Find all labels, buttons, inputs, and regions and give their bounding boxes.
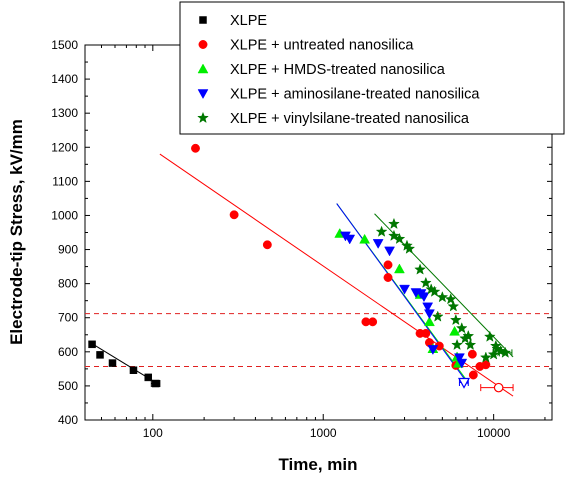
point-series-3-9 [424, 310, 434, 319]
x-tick-label-1000: 1000 [310, 426, 337, 440]
x-axis-title: Time, min [278, 455, 357, 474]
point-series-1-2 [263, 241, 271, 249]
point-series-1-0 [191, 144, 199, 152]
legend: XLPE XLPE + untreated nanosilica XLPE + HM… [180, 2, 564, 134]
open-point-series-1-0 [494, 383, 502, 391]
point-series-0-0 [89, 341, 96, 348]
point-series-4-10 [433, 311, 443, 321]
point-series-4-15 [452, 340, 462, 350]
point-series-4-11 [437, 292, 447, 302]
point-series-0-4 [145, 374, 152, 381]
y-tick-label-900: 900 [58, 243, 78, 257]
legend-label-1: XLPE + untreated nanosilica [230, 38, 414, 54]
point-series-4-6 [415, 264, 425, 274]
y-tick-label-1100: 1100 [52, 174, 78, 188]
y-tick-label-600: 600 [58, 345, 78, 359]
fit-lines [89, 154, 513, 396]
point-series-3-2 [373, 239, 383, 248]
point-series-1-6 [384, 273, 392, 281]
point-series-4-1 [389, 218, 399, 228]
point-series-0-1 [97, 351, 104, 358]
y-tick-label-800: 800 [58, 277, 78, 291]
fit-line-series-3 [337, 204, 469, 385]
point-series-4-7 [421, 277, 431, 287]
point-series-4-0 [376, 226, 386, 236]
point-series-4-21 [485, 331, 495, 341]
x-tick-label-10000: 10000 [477, 426, 511, 440]
reference-lines [85, 314, 552, 367]
point-series-1-5 [384, 261, 392, 269]
y-tick-label-1000: 1000 [51, 208, 78, 222]
point-series-3-3 [385, 247, 395, 256]
point-series-3-4 [400, 285, 410, 294]
point-series-4-14 [451, 315, 461, 325]
point-series-0-3 [130, 367, 137, 374]
y-tick-label-1200: 1200 [51, 140, 78, 154]
point-series-1-4 [368, 318, 376, 326]
point-series-4-16 [457, 323, 467, 333]
point-series-2-2 [394, 264, 404, 273]
y-tick-label-400: 400 [58, 413, 78, 427]
legend-label-0: XLPE [230, 13, 267, 29]
y-tick-label-1300: 1300 [51, 106, 78, 120]
point-series-2-1 [360, 234, 370, 243]
legend-label-3: XLPE + aminosilane-treated nanosilica [230, 87, 480, 103]
y-axis-title: Electrode-tip Stress, kV/mm [7, 119, 26, 345]
y-tick-label-500: 500 [58, 379, 78, 393]
point-series-0-2 [109, 360, 116, 367]
point-series-0-5 [152, 380, 159, 387]
y-tick-label-700: 700 [58, 311, 78, 325]
legend-marker-1 [199, 40, 207, 48]
legend-marker-0 [200, 17, 207, 24]
y-tick-label-1500: 1500 [51, 38, 78, 52]
point-series-1-8 [422, 329, 430, 337]
point-series-1-1 [230, 211, 238, 219]
legend-label-2: XLPE + HMDS-treated nanosilica [230, 62, 446, 78]
point-series-1-12 [468, 350, 476, 358]
point-series-1-13 [469, 371, 477, 379]
legend-label-4: XLPE + vinylsilane-treated nanosilica [230, 111, 470, 127]
y-tick-label-1400: 1400 [51, 72, 78, 86]
x-tick-label-100: 100 [143, 426, 163, 440]
